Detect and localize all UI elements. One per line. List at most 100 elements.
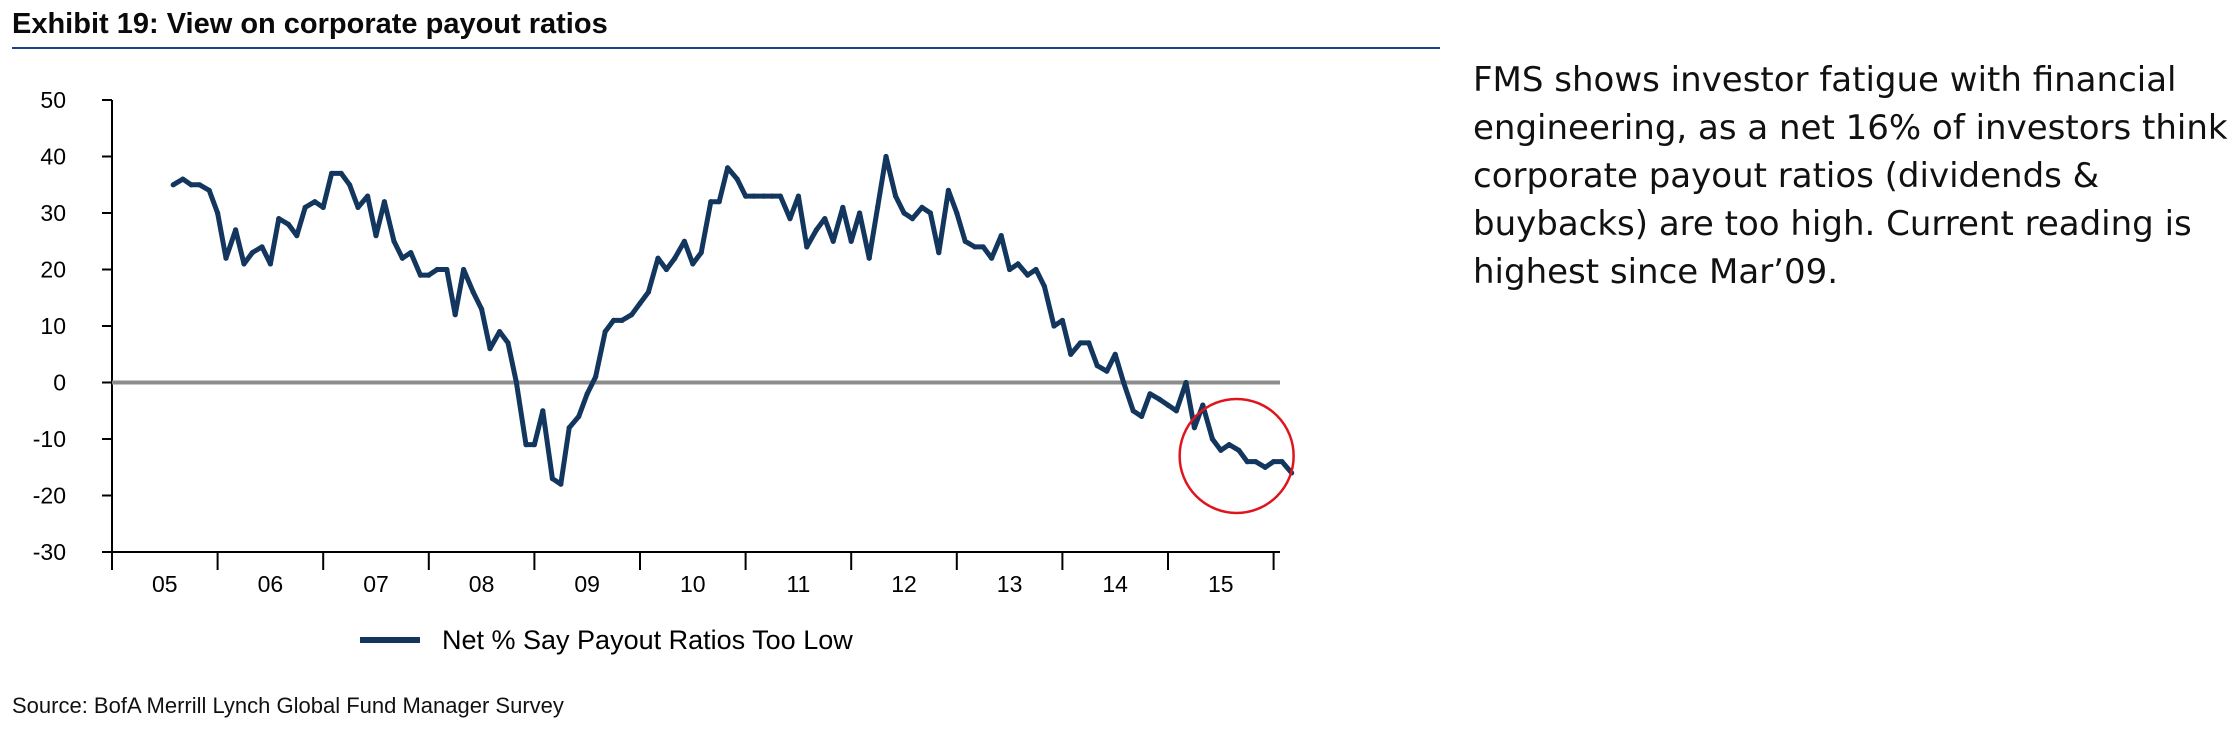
data-point (434, 266, 440, 273)
data-point (725, 165, 731, 171)
data-point (285, 221, 291, 227)
data-point (734, 176, 740, 182)
data-point (513, 379, 520, 386)
x-tick-label: 13 (997, 571, 1023, 597)
data-point (365, 193, 371, 199)
data-point (998, 233, 1004, 239)
data-point (593, 374, 599, 380)
data-point (743, 193, 749, 199)
data-point (320, 204, 326, 210)
data-point (408, 250, 414, 256)
data-point (381, 199, 387, 205)
data-point (1183, 379, 1189, 386)
y-tick-label: -20 (33, 483, 66, 509)
highlight-circle (1178, 397, 1295, 515)
annotation-layer (1178, 397, 1295, 515)
data-point (1059, 317, 1065, 323)
data-point (1147, 391, 1153, 397)
source-note: Source: BofA Merrill Lynch Global Fund M… (12, 693, 564, 718)
data-point (1112, 351, 1118, 357)
series-line-0 (171, 154, 1294, 487)
data-point (795, 193, 802, 199)
data-point (663, 266, 670, 273)
data-point (980, 244, 986, 250)
data-point (1007, 266, 1013, 273)
data-point (1218, 447, 1224, 453)
data-point (602, 329, 608, 335)
data-point (954, 210, 960, 216)
data-point (629, 312, 635, 318)
data-point (249, 250, 255, 256)
y-tick-label: 50 (40, 87, 66, 113)
data-point (777, 193, 784, 199)
data-point (1244, 459, 1250, 465)
data-point (901, 210, 907, 216)
data-point (338, 170, 344, 176)
data-point (1279, 459, 1285, 465)
x-tick-label: 08 (469, 571, 495, 597)
data-point (206, 187, 212, 193)
data-point (584, 391, 590, 397)
data-point (373, 233, 379, 239)
data-point (1157, 396, 1163, 402)
data-point (497, 329, 503, 335)
y-tick-label: 20 (40, 257, 66, 283)
data-point (1200, 402, 1206, 408)
data-point (540, 408, 546, 414)
data-point (1068, 351, 1074, 357)
data-point (417, 272, 423, 278)
y-tick-label: 0 (53, 370, 66, 396)
x-tick-label: 09 (574, 571, 600, 597)
y-tick-label: 10 (40, 313, 66, 339)
data-point (1033, 266, 1039, 273)
data-point (1051, 323, 1057, 329)
data-point (813, 227, 820, 233)
data-point (505, 340, 511, 346)
data-point (312, 199, 318, 205)
data-point (197, 182, 203, 188)
data-point (1041, 283, 1047, 289)
data-point (919, 204, 925, 210)
data-point (1262, 464, 1268, 470)
data-point (893, 193, 899, 199)
data-point (302, 204, 308, 210)
data-point (989, 255, 995, 261)
legend: Net % Say Payout Ratios Too Low (360, 625, 853, 655)
data-point (1139, 413, 1145, 419)
data-point (576, 413, 582, 419)
data-point (1191, 425, 1197, 431)
x-tick-label: 10 (680, 571, 706, 597)
y-tick-label: 40 (40, 144, 66, 170)
x-tick-label: 11 (786, 571, 810, 597)
data-point (233, 227, 239, 233)
data-point (909, 216, 916, 222)
data-point (1015, 261, 1021, 267)
data-point (444, 266, 450, 273)
data-point (223, 255, 229, 261)
axes-layer: 50 40 30 20 10 0 -10 -20 -30 05 06 07 08 09 10 11 12 13 14… (33, 87, 1280, 597)
series-layer (170, 153, 1295, 487)
data-point (857, 210, 863, 216)
data-point (215, 210, 221, 216)
data-point (761, 193, 767, 199)
data-point (329, 170, 335, 176)
data-point (840, 204, 846, 210)
data-point (883, 153, 889, 160)
x-tick-label: 06 (258, 571, 284, 597)
data-point (804, 244, 810, 250)
data-point (1226, 442, 1232, 448)
data-point (1173, 408, 1179, 414)
data-point (830, 238, 836, 244)
data-point (1077, 340, 1083, 346)
data-point (1086, 340, 1092, 346)
x-tick-label: 14 (1102, 571, 1128, 597)
data-point (470, 289, 476, 295)
title-rule (12, 47, 1440, 49)
data-point (611, 317, 617, 323)
data-point (655, 255, 661, 261)
data-point (399, 255, 405, 261)
data-point (645, 289, 652, 295)
data-point (1104, 368, 1110, 374)
data-point (549, 476, 556, 482)
data-point (962, 238, 968, 244)
